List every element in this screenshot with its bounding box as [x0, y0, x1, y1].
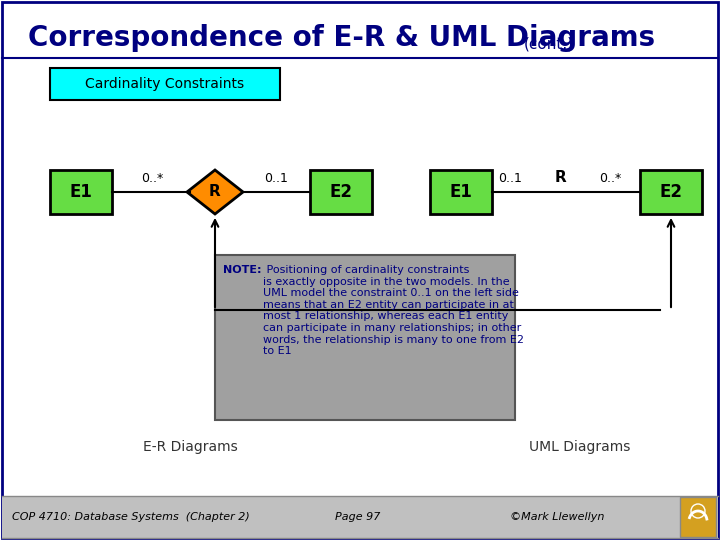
- Text: R: R: [554, 170, 566, 185]
- Text: UML Diagrams: UML Diagrams: [529, 440, 631, 454]
- FancyBboxPatch shape: [310, 170, 372, 214]
- Text: E1: E1: [70, 183, 92, 201]
- Text: COP 4710: Database Systems  (Chapter 2): COP 4710: Database Systems (Chapter 2): [12, 512, 250, 522]
- Text: Cardinality Constraints: Cardinality Constraints: [86, 77, 245, 91]
- Text: 0..1: 0..1: [264, 172, 288, 185]
- FancyBboxPatch shape: [640, 170, 702, 214]
- Text: ©Mark Llewellyn: ©Mark Llewellyn: [510, 512, 604, 522]
- Text: R: R: [209, 185, 221, 199]
- FancyBboxPatch shape: [680, 497, 716, 537]
- Text: Page 97: Page 97: [336, 512, 381, 522]
- FancyBboxPatch shape: [215, 255, 515, 420]
- Text: E1: E1: [449, 183, 472, 201]
- Circle shape: [691, 504, 705, 518]
- Text: 0..*: 0..*: [141, 172, 163, 185]
- Text: 0..*: 0..*: [599, 172, 621, 185]
- FancyBboxPatch shape: [2, 496, 718, 538]
- FancyBboxPatch shape: [50, 68, 280, 100]
- Text: Positioning of cardinality constraints
is exactly opposite in the two models. In: Positioning of cardinality constraints i…: [263, 265, 524, 356]
- Text: NOTE:: NOTE:: [223, 265, 261, 275]
- FancyBboxPatch shape: [50, 170, 112, 214]
- Text: Correspondence of E-R & UML Diagrams: Correspondence of E-R & UML Diagrams: [28, 24, 655, 52]
- Text: 0..1: 0..1: [498, 172, 522, 185]
- Text: E2: E2: [660, 183, 683, 201]
- Polygon shape: [187, 170, 243, 214]
- Text: E-R Diagrams: E-R Diagrams: [143, 440, 238, 454]
- FancyBboxPatch shape: [430, 170, 492, 214]
- Text: (cont.): (cont.): [524, 37, 574, 51]
- Text: E2: E2: [330, 183, 353, 201]
